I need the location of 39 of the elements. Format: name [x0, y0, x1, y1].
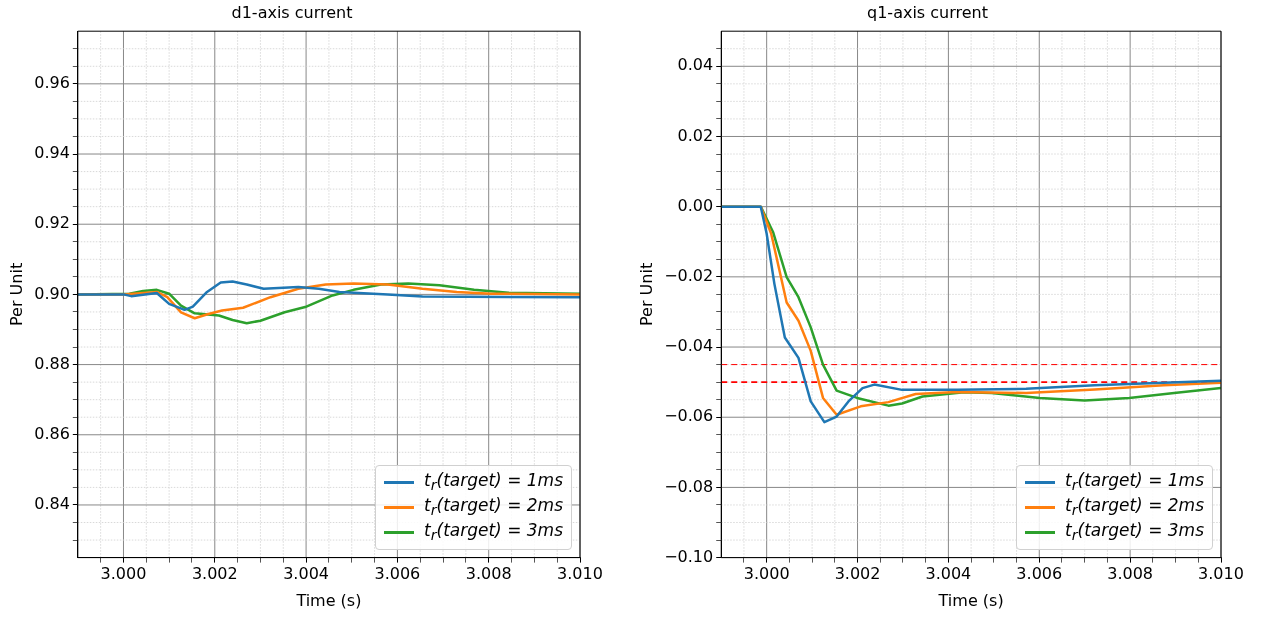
y-tick-label: −0.08 [664, 476, 714, 496]
y-tick-label: 0.86 [34, 423, 70, 443]
x-tick-label: 3.000 [100, 564, 147, 584]
x-tick-label: 3.002 [191, 564, 238, 584]
y-tick-label: −0.04 [664, 336, 714, 356]
x-tick-label: 3.004 [925, 564, 972, 584]
x-tick-label: 3.008 [1107, 564, 1154, 584]
y-axis-title: Per Unit [636, 262, 656, 326]
y-tick-label: −0.06 [664, 406, 714, 426]
legend-label: t$_{r}$(target) = 1ms [1065, 470, 1205, 494]
y-tick-label: −0.10 [664, 546, 714, 566]
legend-label: t$_{r}$(target) = 3ms [1065, 520, 1205, 544]
y-axis-title: Per Unit [6, 262, 26, 326]
x-axis-title: Time (s) [937, 590, 1004, 610]
x-tick-label: 3.006 [1016, 564, 1063, 584]
x-tick-label: 3.010 [557, 564, 603, 584]
y-tick-label: 0.00 [677, 195, 714, 215]
y-tick-label: 0.04 [677, 55, 714, 75]
y-tick-label: −0.02 [664, 266, 714, 286]
y-tick-label: 0.90 [34, 283, 70, 303]
x-tick-label: 3.006 [374, 564, 421, 584]
x-tick-label: 3.002 [834, 564, 881, 584]
y-tick-label: 0.94 [34, 143, 70, 163]
x-tick-label: 3.010 [1198, 564, 1244, 584]
x-axis-title: Time (s) [295, 590, 362, 610]
x-tick-label: 3.000 [743, 564, 790, 584]
x-tick-label: 3.008 [465, 564, 512, 584]
legend-label: t$_{r}$(target) = 1ms [424, 470, 564, 494]
y-tick-label: 0.88 [34, 353, 70, 373]
chart-title: d1-axis current [231, 2, 353, 22]
x-tick-label: 3.004 [283, 564, 329, 584]
y-tick-label: 0.84 [34, 494, 70, 514]
legend-label: t$_{r}$(target) = 2ms [424, 495, 564, 519]
chart-title: q1-axis current [867, 2, 988, 22]
y-tick-label: 0.02 [677, 125, 714, 145]
y-tick-label: 0.96 [34, 73, 70, 92]
legend-label: t$_{r}$(target) = 2ms [1065, 495, 1205, 519]
y-tick-label: 0.92 [34, 213, 70, 233]
legend-label: t$_{r}$(target) = 3ms [424, 520, 564, 544]
